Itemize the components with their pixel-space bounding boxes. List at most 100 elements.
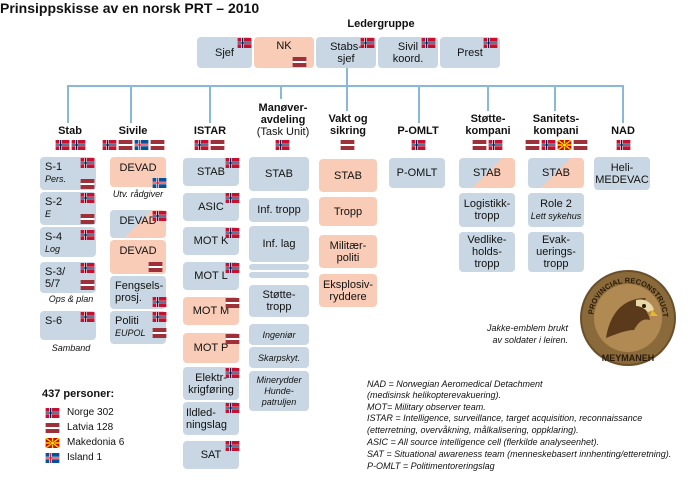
sanitet-stab: STAB (528, 158, 584, 188)
svg-text:MEYMANEH: MEYMANEH (602, 353, 655, 363)
norway-flag-icon (80, 230, 95, 240)
manover-inf-lag-stack (249, 264, 309, 270)
connector (346, 85, 348, 111)
vakt-stab: STAB (319, 159, 377, 192)
norway-flag-icon (225, 368, 240, 378)
norway-flag-icon (541, 140, 556, 150)
sanitet-role2: Role 2 Lett sykehus (528, 193, 584, 227)
header-nad: NAD (611, 125, 635, 137)
latvia-flag-icon (148, 262, 163, 272)
manover-stotte-tropp: Støtte- tropp (249, 285, 309, 317)
note-line: (medisinsk helikopterevakuering). (367, 390, 502, 400)
norway-flag-icon (421, 38, 436, 48)
connector (209, 85, 211, 123)
latvia-flag-icon (150, 140, 165, 150)
macedonia-flag-icon (557, 140, 572, 150)
ledergruppe-header: Ledergruppe (347, 18, 415, 30)
note-line: ISTAR = Intelligence, surveillance, targ… (367, 413, 643, 423)
manover-skarpskyt: Skarpskyt. (249, 347, 309, 368)
vakt-militaerpoliti: Militær- politi (319, 235, 377, 268)
manover-inf-lag-stack (249, 272, 309, 278)
emblem-caption: Jakke-emblem brukt av soldater i leiren. (487, 323, 569, 345)
connector (487, 85, 489, 111)
latvia-flag-icon (472, 140, 487, 150)
latvia-flag-icon (210, 140, 225, 150)
manover-inf-tropp: Inf. tropp (249, 198, 309, 222)
latvia-flag-icon (573, 140, 588, 150)
latvia-flag-icon (225, 298, 240, 308)
iceland-flag-icon (134, 140, 149, 150)
note-line: SAT = Situational awareness team (mennes… (367, 449, 672, 459)
header-vakt: Vakt og sikring (328, 113, 368, 137)
norway-flag-icon (80, 158, 95, 168)
connector (554, 85, 556, 111)
norway-flag-icon (225, 158, 240, 168)
header-manover: Manøver- avdeling (258, 102, 308, 126)
header-pomlt: P-OMLT (397, 125, 439, 137)
latvia-flag-icon (118, 140, 133, 150)
norway-flag-icon (411, 140, 426, 150)
connector (280, 85, 282, 99)
box-sivil-koord: Sivil koord. (378, 37, 438, 68)
norway-flag-icon (80, 193, 95, 203)
header-stotte: Støtte- kompani (465, 113, 511, 137)
page-title: Prinsippskisse av en norsk PRT – 2010 (0, 0, 260, 16)
manover-ingenior: Ingeniør (249, 324, 309, 345)
connector (622, 85, 624, 123)
s3-caption: Ops & plan (48, 294, 94, 304)
manover-stab: STAB (249, 157, 309, 191)
norway-flag-icon (102, 140, 117, 150)
note-line: (etterretning, overvåkning, målkaliserin… (367, 425, 579, 435)
legend-title: 437 personer: (42, 388, 115, 400)
norway-flag-icon (55, 140, 70, 150)
latvia-flag-icon (525, 140, 540, 150)
header-sivile: Sivile (118, 125, 148, 137)
latvia-flag-icon (340, 140, 355, 150)
devad-caption: Utv. rådgiver (112, 189, 164, 199)
stotte-stab: STAB (459, 158, 515, 188)
norway-flag-icon (194, 140, 209, 150)
note-line: ASIC = All source intelligence cell (fle… (367, 437, 600, 447)
norway-flag-icon (237, 38, 252, 48)
connector (346, 68, 348, 86)
istar-mot-k: MOT K (183, 227, 239, 255)
norway-flag-icon (71, 140, 86, 150)
stotte-vedlikehold: Vedlike- holds- tropp (459, 232, 515, 272)
norway-flag-icon (152, 211, 167, 221)
manover-inf-lag: Inf. lag (249, 226, 309, 262)
latvia-flag-icon (152, 328, 167, 338)
norway-flag-icon (225, 263, 240, 273)
connector (130, 85, 132, 123)
header-istar: ISTAR (193, 125, 227, 137)
header-stab: Stab (58, 125, 82, 137)
latvia-flag-icon (80, 280, 95, 290)
latvia-flag-icon (80, 214, 95, 224)
note-line: NAD = Norwegian Aeromedical Detachment (367, 379, 543, 389)
pomlt-box: P-OMLT (389, 158, 445, 188)
norway-flag-icon (488, 140, 503, 150)
istar-mot-l: MOT L (183, 262, 239, 290)
s6-caption: Samband (51, 343, 91, 353)
prt-emblem: PROVINCIAL RECONSTRUCTION TEAM MEYMANEH (578, 268, 676, 366)
norway-flag-icon (80, 263, 95, 273)
legend-norway: Norge 302 (67, 407, 114, 418)
box-fengsel: Fengsels- prosj. (110, 276, 166, 309)
stotte-logistikk: Logistikk- tropp (459, 193, 515, 227)
iceland-flag-icon (152, 178, 167, 188)
macedonia-flag-icon (45, 438, 60, 448)
norway-flag-icon (275, 140, 290, 150)
norway-flag-icon (483, 38, 498, 48)
norway-flag-icon (225, 193, 240, 203)
header-manover-sub: (Task Unit) (256, 126, 310, 138)
box-stabssjef: Stabs- sjef (316, 37, 376, 68)
note-line: P-OMLT = Politimentoreringslag (367, 461, 495, 471)
latvia-flag-icon (45, 423, 60, 433)
latvia-flag-icon (225, 334, 240, 344)
header-sanitet: Sanitets- kompani (532, 113, 580, 137)
legend-latvia: Latvia 128 (67, 422, 114, 433)
vakt-eksplosiv: Eksplosiv- ryddere (319, 274, 377, 307)
norway-flag-icon (225, 441, 240, 451)
nad-helimedevac: Heli- MEDEVAC (594, 157, 650, 190)
legend-macedonia: Makedonia 6 (67, 437, 125, 448)
sanitet-evakuering: Evak- uerings- tropp (528, 232, 584, 272)
